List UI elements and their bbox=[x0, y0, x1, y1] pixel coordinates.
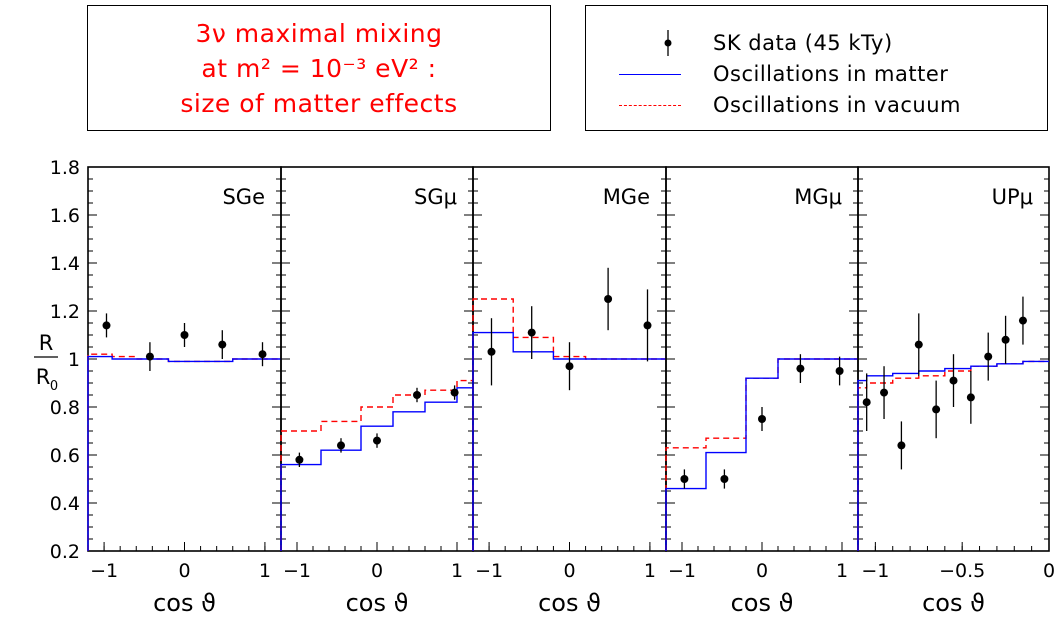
data-point bbox=[720, 475, 729, 483]
data-point bbox=[880, 388, 889, 397]
title-line-1: 3ν maximal mixing bbox=[195, 19, 443, 48]
x-tick-label: 0 bbox=[756, 560, 768, 582]
x-tick-label: 1 bbox=[451, 560, 463, 582]
data-point bbox=[565, 362, 574, 371]
data-point bbox=[932, 405, 941, 414]
y-axis-label-denominator: R bbox=[36, 365, 51, 389]
data-point bbox=[450, 388, 459, 397]
x-tick-label: −1 bbox=[283, 560, 311, 582]
panel-mge: −1 0 1 cos ϑ MGe bbox=[472, 166, 667, 617]
y-tick-label: 1.6 bbox=[50, 205, 80, 227]
data-point bbox=[337, 441, 345, 450]
matter-histogram bbox=[665, 358, 858, 551]
data-point bbox=[413, 391, 421, 399]
data-point bbox=[180, 331, 189, 339]
legend-item-vacuum: Oscillations in vacuum bbox=[586, 90, 1047, 120]
x-tick-label: −1 bbox=[861, 560, 889, 582]
legend-matter-line bbox=[619, 74, 681, 75]
x-tick-label: 0 bbox=[563, 560, 575, 582]
x-tick-label: 1 bbox=[259, 560, 271, 582]
panel-frame bbox=[280, 166, 474, 552]
y-axis-label: R R 0 bbox=[34, 331, 58, 394]
data-point bbox=[258, 350, 267, 359]
legend-matter-label: Oscillations in matter bbox=[713, 62, 949, 86]
title-line-3: size of matter effects bbox=[180, 89, 458, 118]
x-axis-label: cos ϑ bbox=[731, 589, 794, 617]
vacuum-histogram bbox=[665, 358, 858, 551]
data-point bbox=[796, 364, 805, 373]
legend-vacuum-line bbox=[619, 105, 681, 106]
data-point bbox=[914, 340, 923, 349]
legend-data-marker bbox=[664, 30, 672, 56]
data-point bbox=[373, 436, 381, 445]
y-tick-label: 0.8 bbox=[50, 397, 80, 419]
x-tick-label: 0 bbox=[1043, 560, 1054, 582]
panel-upmu: −1 −0.5 0 cos ϑ UPμ bbox=[857, 166, 1054, 617]
y-axis-label-numerator: R bbox=[39, 331, 54, 355]
panel-sge: −1 0 1 cos ϑ SGe bbox=[87, 166, 282, 617]
panel-label: UPμ bbox=[992, 185, 1033, 209]
y-tick-label: 0.2 bbox=[50, 541, 80, 563]
data-point bbox=[680, 475, 689, 483]
legend-item-data: SK data (45 kTy) bbox=[586, 28, 1047, 58]
x-tick-label: 1 bbox=[836, 560, 848, 582]
y-tick-label: 0.6 bbox=[50, 445, 80, 467]
x-axis-label: cos ϑ bbox=[538, 589, 601, 617]
data-point bbox=[102, 321, 111, 330]
legend-data-label: SK data (45 kTy) bbox=[713, 31, 893, 55]
data-point bbox=[1018, 316, 1027, 325]
title-box: 3ν maximal mixing at m² = 10⁻³ eV² : siz… bbox=[87, 5, 551, 131]
y-axis-label-subscript: 0 bbox=[50, 379, 58, 394]
vacuum-histogram bbox=[472, 298, 666, 551]
x-tick-label: −1 bbox=[668, 560, 696, 582]
y-tick-label: 1.2 bbox=[50, 301, 80, 323]
data-point bbox=[966, 393, 975, 402]
data-point bbox=[604, 295, 613, 303]
matter-histogram bbox=[87, 355, 281, 551]
data-point bbox=[984, 352, 993, 361]
vacuum-histogram bbox=[280, 379, 473, 551]
data-point bbox=[1001, 335, 1010, 344]
x-tick-label: −1 bbox=[90, 560, 118, 582]
legend: SK data (45 kTy) Oscillations in matter … bbox=[585, 5, 1048, 131]
matter-histogram bbox=[280, 387, 473, 551]
panel-label: SGμ bbox=[414, 185, 457, 209]
data-point bbox=[758, 415, 766, 423]
x-tick-label: 0 bbox=[178, 560, 190, 582]
title-line-2: at m² = 10⁻³ eV² : bbox=[201, 54, 437, 83]
x-tick-label: 1 bbox=[644, 560, 656, 582]
data-point bbox=[295, 455, 304, 464]
data-point bbox=[835, 367, 844, 375]
x-axis-label: cos ϑ bbox=[346, 589, 409, 617]
panel-label: SGe bbox=[222, 185, 265, 209]
legend-item-matter: Oscillations in matter bbox=[586, 59, 1047, 89]
x-tick-label: −1 bbox=[475, 560, 503, 582]
data-point bbox=[862, 398, 871, 407]
x-tick-label: 0 bbox=[371, 560, 383, 582]
panel-label: MGμ bbox=[794, 185, 842, 209]
x-axis-label: cos ϑ bbox=[922, 589, 985, 617]
y-tick-label: 0.4 bbox=[50, 493, 80, 515]
y-tick-label: 1 bbox=[68, 349, 80, 371]
y-tick-label: 1.4 bbox=[50, 253, 80, 275]
vacuum-histogram bbox=[87, 353, 281, 551]
data-point bbox=[643, 321, 652, 330]
y-tick-label: 1.8 bbox=[50, 157, 80, 179]
matter-histogram bbox=[472, 331, 666, 551]
x-axis-label: cos ϑ bbox=[153, 589, 216, 617]
data-point bbox=[145, 352, 154, 361]
legend-vacuum-label: Oscillations in vacuum bbox=[713, 93, 961, 117]
panel-sgmu: −1 0 1 cos ϑ SGμ bbox=[280, 166, 474, 617]
panel-label: MGe bbox=[603, 185, 650, 209]
data-point bbox=[949, 376, 958, 385]
data-point bbox=[487, 347, 496, 356]
data-point bbox=[218, 340, 227, 349]
panel-mgmu: −1 0 1 cos ϑ MGμ bbox=[665, 166, 859, 617]
data-point bbox=[527, 328, 536, 337]
x-tick-label: −0.5 bbox=[939, 560, 985, 582]
data-point bbox=[897, 441, 906, 450]
